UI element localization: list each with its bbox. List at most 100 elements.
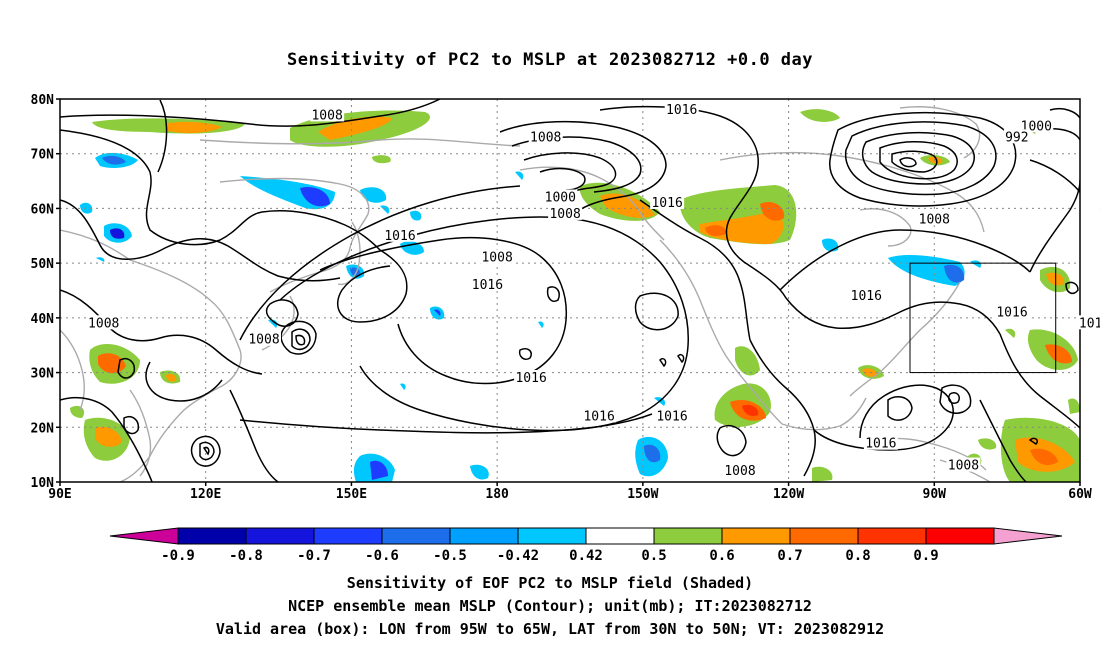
isobar xyxy=(239,185,521,341)
coastline-japan xyxy=(261,295,295,351)
lon-label: 150E xyxy=(336,487,367,502)
contour-label-bg xyxy=(946,457,981,472)
isobar xyxy=(887,395,913,421)
shade-negative xyxy=(400,383,406,390)
contour-label: 1008 xyxy=(481,251,512,266)
isobar xyxy=(546,286,560,302)
colorbar-segment xyxy=(381,527,451,545)
contour-label-bg xyxy=(528,129,563,144)
isobar xyxy=(891,150,938,173)
shade-negative xyxy=(470,464,489,480)
shade-negative xyxy=(515,171,524,180)
colorbar-arrow-right xyxy=(993,527,1063,545)
lon-label: 120E xyxy=(190,487,221,502)
shade-positive xyxy=(165,121,222,134)
isobar xyxy=(202,446,210,456)
isobar xyxy=(939,384,972,414)
contour-label-bg xyxy=(86,315,121,330)
shade-negative xyxy=(822,238,839,252)
shade-positive xyxy=(928,156,943,164)
colorbar-segment xyxy=(721,527,791,545)
contour-label-bg xyxy=(650,194,685,209)
mslp-contours xyxy=(60,99,1080,482)
isobar xyxy=(899,157,917,168)
colorbar-segment xyxy=(653,527,723,545)
shade-negative xyxy=(970,260,982,268)
shade-positive xyxy=(166,373,177,382)
contour-label: 1008 xyxy=(919,212,950,227)
isobar xyxy=(319,236,568,385)
isobar xyxy=(60,99,441,127)
shade-negative xyxy=(80,202,93,214)
contour-label-bg xyxy=(582,408,617,423)
lat-lon-grid xyxy=(60,99,1080,482)
colorbar-segment xyxy=(517,527,587,545)
colorbar-segment xyxy=(245,527,315,545)
shade-positive xyxy=(600,193,655,218)
colorbar-segment xyxy=(177,527,247,545)
contour-label: 1008 xyxy=(948,459,979,474)
isobar xyxy=(291,328,311,351)
lat-label: 30N xyxy=(31,367,55,382)
colorbar-label: 0.6 xyxy=(709,548,734,564)
coastline-gulf xyxy=(781,397,867,431)
colorbar-label: 0.8 xyxy=(845,548,870,564)
contour-label-bg xyxy=(1003,129,1030,144)
contour-label: 1016 xyxy=(865,437,896,452)
isobar xyxy=(117,358,136,379)
colorbar-segment xyxy=(925,527,995,545)
colorbar-segment xyxy=(789,527,859,545)
contour-label: 1000 xyxy=(545,190,576,205)
coastline-arctic xyxy=(199,138,521,147)
contour-label: 1016 xyxy=(851,289,882,304)
isobar xyxy=(779,229,1031,291)
lon-label: 90E xyxy=(48,487,71,502)
isobar xyxy=(716,424,747,457)
isobar xyxy=(279,216,689,432)
contour-label-bg xyxy=(480,249,515,264)
contour-label: 1016 xyxy=(996,305,1027,320)
lon-label: 120W xyxy=(773,487,804,502)
valid-area-box xyxy=(909,262,1057,374)
shade-positive xyxy=(742,404,759,416)
shade-negative xyxy=(360,187,387,203)
contour-label-bg xyxy=(383,227,417,242)
isobar xyxy=(539,167,586,191)
contour-label: 1008 xyxy=(549,207,580,222)
shade-positive xyxy=(1068,398,1080,414)
coastline-north-america-west xyxy=(659,239,783,425)
isobar xyxy=(634,292,679,331)
isobar xyxy=(659,357,667,368)
isobar xyxy=(190,435,221,467)
shade-positive xyxy=(1005,328,1016,338)
shade-positive xyxy=(978,438,997,450)
isobar xyxy=(157,99,168,173)
lat-label: 40N xyxy=(31,312,55,327)
shade-positive xyxy=(735,346,760,376)
colorbar-segment xyxy=(857,527,927,545)
colorbar-segment xyxy=(585,527,655,545)
contour-label-bg xyxy=(995,304,1029,319)
contour-label: 1016 xyxy=(384,229,415,244)
colorbar-segment xyxy=(313,527,383,545)
lat-label: 50N xyxy=(31,257,55,272)
contour-label-bg xyxy=(247,331,281,346)
contour-label: 1008 xyxy=(88,316,119,331)
colorbar-label: -0.6 xyxy=(365,548,399,564)
isobar xyxy=(60,199,341,282)
contour-label-bg xyxy=(664,101,699,116)
shade-negative xyxy=(944,264,965,283)
colorbar-label: 0.42 xyxy=(569,548,603,564)
isobar xyxy=(1029,179,1080,273)
shade-negative xyxy=(538,321,544,328)
contour-label-bg xyxy=(655,408,689,423)
colorbar-label: -0.7 xyxy=(297,548,331,564)
shade-negative xyxy=(268,319,278,328)
isobar xyxy=(499,120,667,219)
colorbar-label: -0.8 xyxy=(229,548,263,564)
shade-positive xyxy=(1045,344,1072,364)
contour-label: 1016 xyxy=(472,278,503,293)
isobar xyxy=(123,416,140,435)
contour-label: 1016 xyxy=(656,409,687,424)
